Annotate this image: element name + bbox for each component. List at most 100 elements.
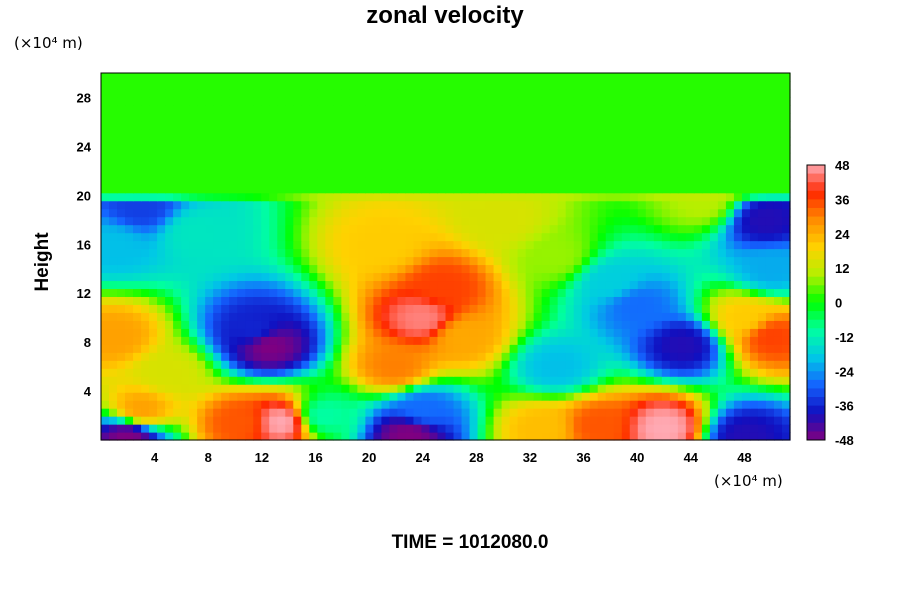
field-cell [765, 120, 775, 130]
field-cell [677, 376, 687, 385]
field-cell [741, 416, 751, 425]
field-cell [325, 160, 334, 170]
field-cell [461, 360, 471, 369]
field-cell [677, 73, 687, 82]
field-cell [549, 328, 559, 337]
field-cell [109, 160, 118, 170]
field-cell [413, 432, 423, 441]
field-cell [733, 232, 743, 242]
field-cell [589, 256, 599, 266]
field-cell [757, 376, 767, 385]
field-cell [221, 368, 230, 377]
field-cell [301, 120, 310, 130]
field-cell [645, 272, 655, 282]
field-cell [189, 272, 198, 282]
field-cell [125, 248, 134, 258]
field-cell [653, 232, 663, 242]
field-cell [693, 176, 703, 186]
field-cell [205, 248, 214, 258]
field-cell [677, 264, 687, 274]
field-cell [117, 320, 126, 329]
field-cell [181, 368, 190, 377]
field-cell [629, 368, 639, 377]
field-cell [325, 384, 334, 393]
field-cell [437, 416, 447, 425]
field-cell [557, 168, 567, 178]
field-cell [325, 112, 334, 122]
field-cell [773, 352, 783, 361]
field-cell [613, 112, 623, 122]
y-axis-unit: (×10⁴ m) [14, 34, 83, 52]
colorbar-swatch [807, 190, 825, 200]
field-cell [565, 360, 575, 369]
field-cell [221, 392, 230, 401]
field-cell [669, 136, 679, 146]
field-cell [213, 192, 222, 202]
field-cell [517, 256, 527, 266]
field-cell [477, 240, 487, 250]
field-cell [213, 320, 222, 329]
field-cell [197, 320, 206, 329]
field-cell [533, 344, 543, 353]
field-cell [101, 408, 110, 417]
field-cell [765, 88, 775, 98]
field-cell [525, 96, 535, 106]
field-cell [645, 304, 655, 313]
field-cell [117, 400, 126, 409]
field-cell [613, 144, 623, 154]
field-cell [421, 128, 431, 138]
field-cell [253, 208, 262, 218]
field-cell [293, 320, 302, 329]
field-cell [229, 136, 238, 146]
field-cell [773, 408, 783, 417]
field-cell [453, 328, 463, 337]
field-cell [717, 248, 727, 258]
field-cell [701, 272, 711, 282]
field-cell [597, 328, 607, 337]
field-cell [381, 424, 391, 433]
field-cell [197, 232, 206, 242]
field-cell [749, 256, 759, 266]
field-cell [573, 152, 583, 162]
field-cell [629, 408, 639, 417]
field-cell [621, 128, 631, 138]
field-cell [373, 240, 383, 250]
field-cell [381, 320, 391, 329]
field-cell [181, 432, 190, 441]
field-cell [309, 360, 318, 369]
field-cell [485, 120, 495, 130]
field-cell [469, 432, 479, 441]
field-cell [445, 73, 455, 82]
field-cell [317, 120, 326, 130]
field-cell [709, 73, 719, 82]
field-cell [613, 432, 623, 441]
field-cell [165, 240, 174, 250]
field-cell [589, 296, 599, 305]
field-cell [429, 368, 439, 377]
field-cell [285, 424, 294, 433]
field-cell [501, 120, 511, 130]
field-cell [485, 336, 495, 345]
field-cell [141, 88, 150, 98]
field-cell [205, 256, 214, 266]
field-cell [325, 224, 334, 234]
field-cell [229, 352, 238, 361]
field-cell [461, 336, 471, 345]
field-cell [309, 336, 318, 345]
field-cell [261, 328, 270, 337]
field-cell [645, 136, 655, 146]
field-cell [701, 160, 711, 170]
field-cell [365, 352, 374, 361]
field-cell [733, 416, 743, 425]
field-cell [589, 216, 599, 226]
field-cell [549, 264, 559, 274]
field-cell [277, 136, 286, 146]
field-cell [445, 352, 455, 361]
field-cell [261, 112, 270, 122]
field-cell [277, 336, 286, 345]
field-cell [565, 368, 575, 377]
field-cell [253, 216, 262, 226]
field-cell [645, 328, 655, 337]
field-cell [413, 88, 423, 98]
field-cell [717, 192, 727, 202]
